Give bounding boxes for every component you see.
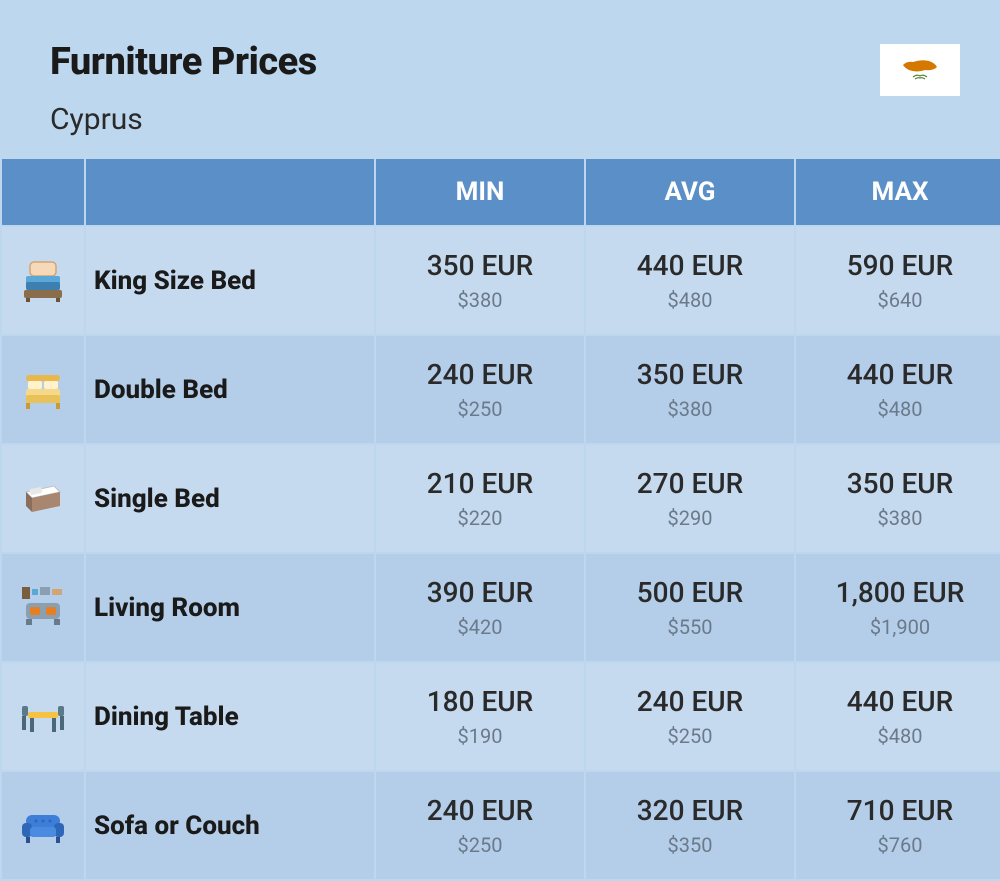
dining-table-icon xyxy=(2,663,84,770)
max-price-usd: $760 xyxy=(796,833,1000,857)
min-price: 350 EUR $380 xyxy=(376,227,584,334)
avg-price: 350 EUR $380 xyxy=(586,336,794,443)
header-name-col xyxy=(86,159,374,225)
page-header: Furniture Prices Cyprus xyxy=(0,0,1000,157)
price-table: MIN AVG MAX King Size Bed350 EUR$380440 … xyxy=(0,157,1000,881)
king-bed-icon xyxy=(2,227,84,334)
max-price: 1,800 EUR $1,900 xyxy=(796,554,1000,661)
table-row: Living Room390 EUR $420500 EUR $5501,800 E… xyxy=(2,554,1000,661)
min-price: 240 EUR $250 xyxy=(376,772,584,879)
min-price-eur: 390 EUR xyxy=(376,576,584,609)
max-price: 350 EUR $380 xyxy=(796,445,1000,552)
avg-price-usd: $380 xyxy=(586,397,794,421)
max-price: 440 EUR $480 xyxy=(796,663,1000,770)
cyprus-flag-icon xyxy=(880,44,960,96)
avg-price-eur: 270 EUR xyxy=(586,467,794,500)
avg-price-eur: 350 EUR xyxy=(586,358,794,391)
max-price-usd: $480 xyxy=(796,397,1000,421)
avg-price-usd: $550 xyxy=(586,615,794,639)
max-price-eur: 1,800 EUR xyxy=(796,576,1000,609)
avg-price: 500 EUR $550 xyxy=(586,554,794,661)
avg-price-eur: 320 EUR xyxy=(586,794,794,827)
min-price-eur: 240 EUR xyxy=(376,358,584,391)
avg-price: 270 EUR $290 xyxy=(586,445,794,552)
table-header-row: MIN AVG MAX xyxy=(2,159,1000,225)
max-price-eur: 440 EUR xyxy=(796,685,1000,718)
header-avg-col: AVG xyxy=(586,159,794,225)
item-name: Single Bed xyxy=(86,445,374,552)
max-price-eur: 440 EUR xyxy=(796,358,1000,391)
single-bed-icon xyxy=(2,445,84,552)
max-price: 710 EUR $760 xyxy=(796,772,1000,879)
item-name: Living Room xyxy=(86,554,374,661)
min-price: 180 EUR $190 xyxy=(376,663,584,770)
min-price: 240 EUR $250 xyxy=(376,336,584,443)
min-price-eur: 350 EUR xyxy=(376,249,584,282)
avg-price-usd: $250 xyxy=(586,724,794,748)
living-room-icon xyxy=(2,554,84,661)
max-price: 590 EUR $640 xyxy=(796,227,1000,334)
table-row: Single Bed210 EUR $220270 EUR $290350 EUR $… xyxy=(2,445,1000,552)
item-name: Dining Table xyxy=(86,663,374,770)
min-price-usd: $250 xyxy=(376,397,584,421)
min-price-usd: $220 xyxy=(376,506,584,530)
max-price-eur: 710 EUR xyxy=(796,794,1000,827)
avg-price-eur: 240 EUR xyxy=(586,685,794,718)
page-title: Furniture Prices xyxy=(50,40,950,84)
table-row: Sofa or Couch240 EUR $250320 EUR $350710 E… xyxy=(2,772,1000,879)
min-price-eur: 240 EUR xyxy=(376,794,584,827)
min-price-usd: $250 xyxy=(376,833,584,857)
header-max-col: MAX xyxy=(796,159,1000,225)
max-price-usd: $640 xyxy=(796,288,1000,312)
min-price-usd: $420 xyxy=(376,615,584,639)
item-name: Double Bed xyxy=(86,336,374,443)
avg-price: 440 EUR $480 xyxy=(586,227,794,334)
double-bed-icon xyxy=(2,336,84,443)
item-name: Sofa or Couch xyxy=(86,772,374,879)
header-min-col: MIN xyxy=(376,159,584,225)
min-price-usd: $380 xyxy=(376,288,584,312)
max-price-eur: 590 EUR xyxy=(796,249,1000,282)
avg-price-usd: $350 xyxy=(586,833,794,857)
header-icon-col xyxy=(2,159,84,225)
avg-price: 240 EUR $250 xyxy=(586,663,794,770)
max-price-usd: $480 xyxy=(796,724,1000,748)
avg-price-eur: 500 EUR xyxy=(586,576,794,609)
min-price: 390 EUR $420 xyxy=(376,554,584,661)
table-row: Dining Table180 EUR $190240 EUR $250440 EU… xyxy=(2,663,1000,770)
min-price-eur: 210 EUR xyxy=(376,467,584,500)
max-price-usd: $1,900 xyxy=(796,615,1000,639)
avg-price-usd: $290 xyxy=(586,506,794,530)
table-row: King Size Bed350 EUR $380440 EUR $480590 E… xyxy=(2,227,1000,334)
sofa-icon xyxy=(2,772,84,879)
min-price-usd: $190 xyxy=(376,724,584,748)
avg-price: 320 EUR $350 xyxy=(586,772,794,879)
max-price-usd: $380 xyxy=(796,506,1000,530)
min-price: 210 EUR $220 xyxy=(376,445,584,552)
page-subtitle: Cyprus xyxy=(50,102,950,137)
max-price-eur: 350 EUR xyxy=(796,467,1000,500)
max-price: 440 EUR $480 xyxy=(796,336,1000,443)
item-name: King Size Bed xyxy=(86,227,374,334)
min-price-eur: 180 EUR xyxy=(376,685,584,718)
table-row: Double Bed240 EUR $250350 EUR $380440 EUR $… xyxy=(2,336,1000,443)
avg-price-eur: 440 EUR xyxy=(586,249,794,282)
avg-price-usd: $480 xyxy=(586,288,794,312)
